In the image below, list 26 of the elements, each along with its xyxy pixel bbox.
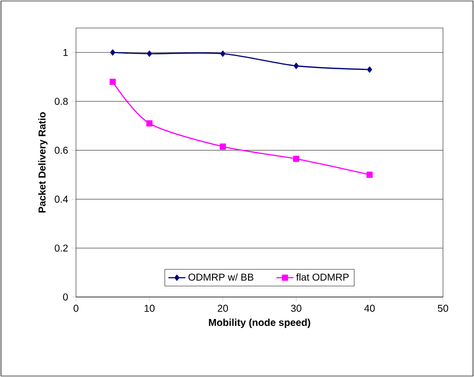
y-tick-label: 0.6 (54, 146, 68, 154)
y-tick-label: 0.8 (54, 98, 68, 105)
y-axis-title: Packet Delivery Ratio (38, 112, 48, 212)
y-tick-label: 0.4 (54, 196, 68, 203)
point (110, 49, 116, 56)
x-tick-label: 30 (291, 304, 302, 312)
x-tick-label: 40 (364, 304, 375, 312)
point (366, 172, 373, 178)
point (294, 62, 299, 69)
x-tick-label: 0 (74, 304, 78, 312)
x-tick-label: 50 (438, 304, 448, 312)
point (110, 78, 116, 85)
point (220, 144, 226, 150)
y-tick-label: 0.2 (54, 244, 68, 252)
point (146, 50, 152, 57)
y-tick-label: 1 (63, 49, 68, 56)
point (367, 66, 372, 73)
point (293, 156, 300, 162)
point (146, 120, 152, 126)
point (220, 50, 226, 57)
legend-label: ODMRP w/ BB (188, 273, 254, 281)
x-axis-title: Mobility (node speed) (208, 318, 310, 328)
x-tick-label: 10 (144, 304, 155, 312)
y-tick-label: 0 (63, 293, 68, 301)
legend-label: flat ODMRP (296, 273, 349, 281)
x-tick-label: 20 (218, 304, 228, 312)
